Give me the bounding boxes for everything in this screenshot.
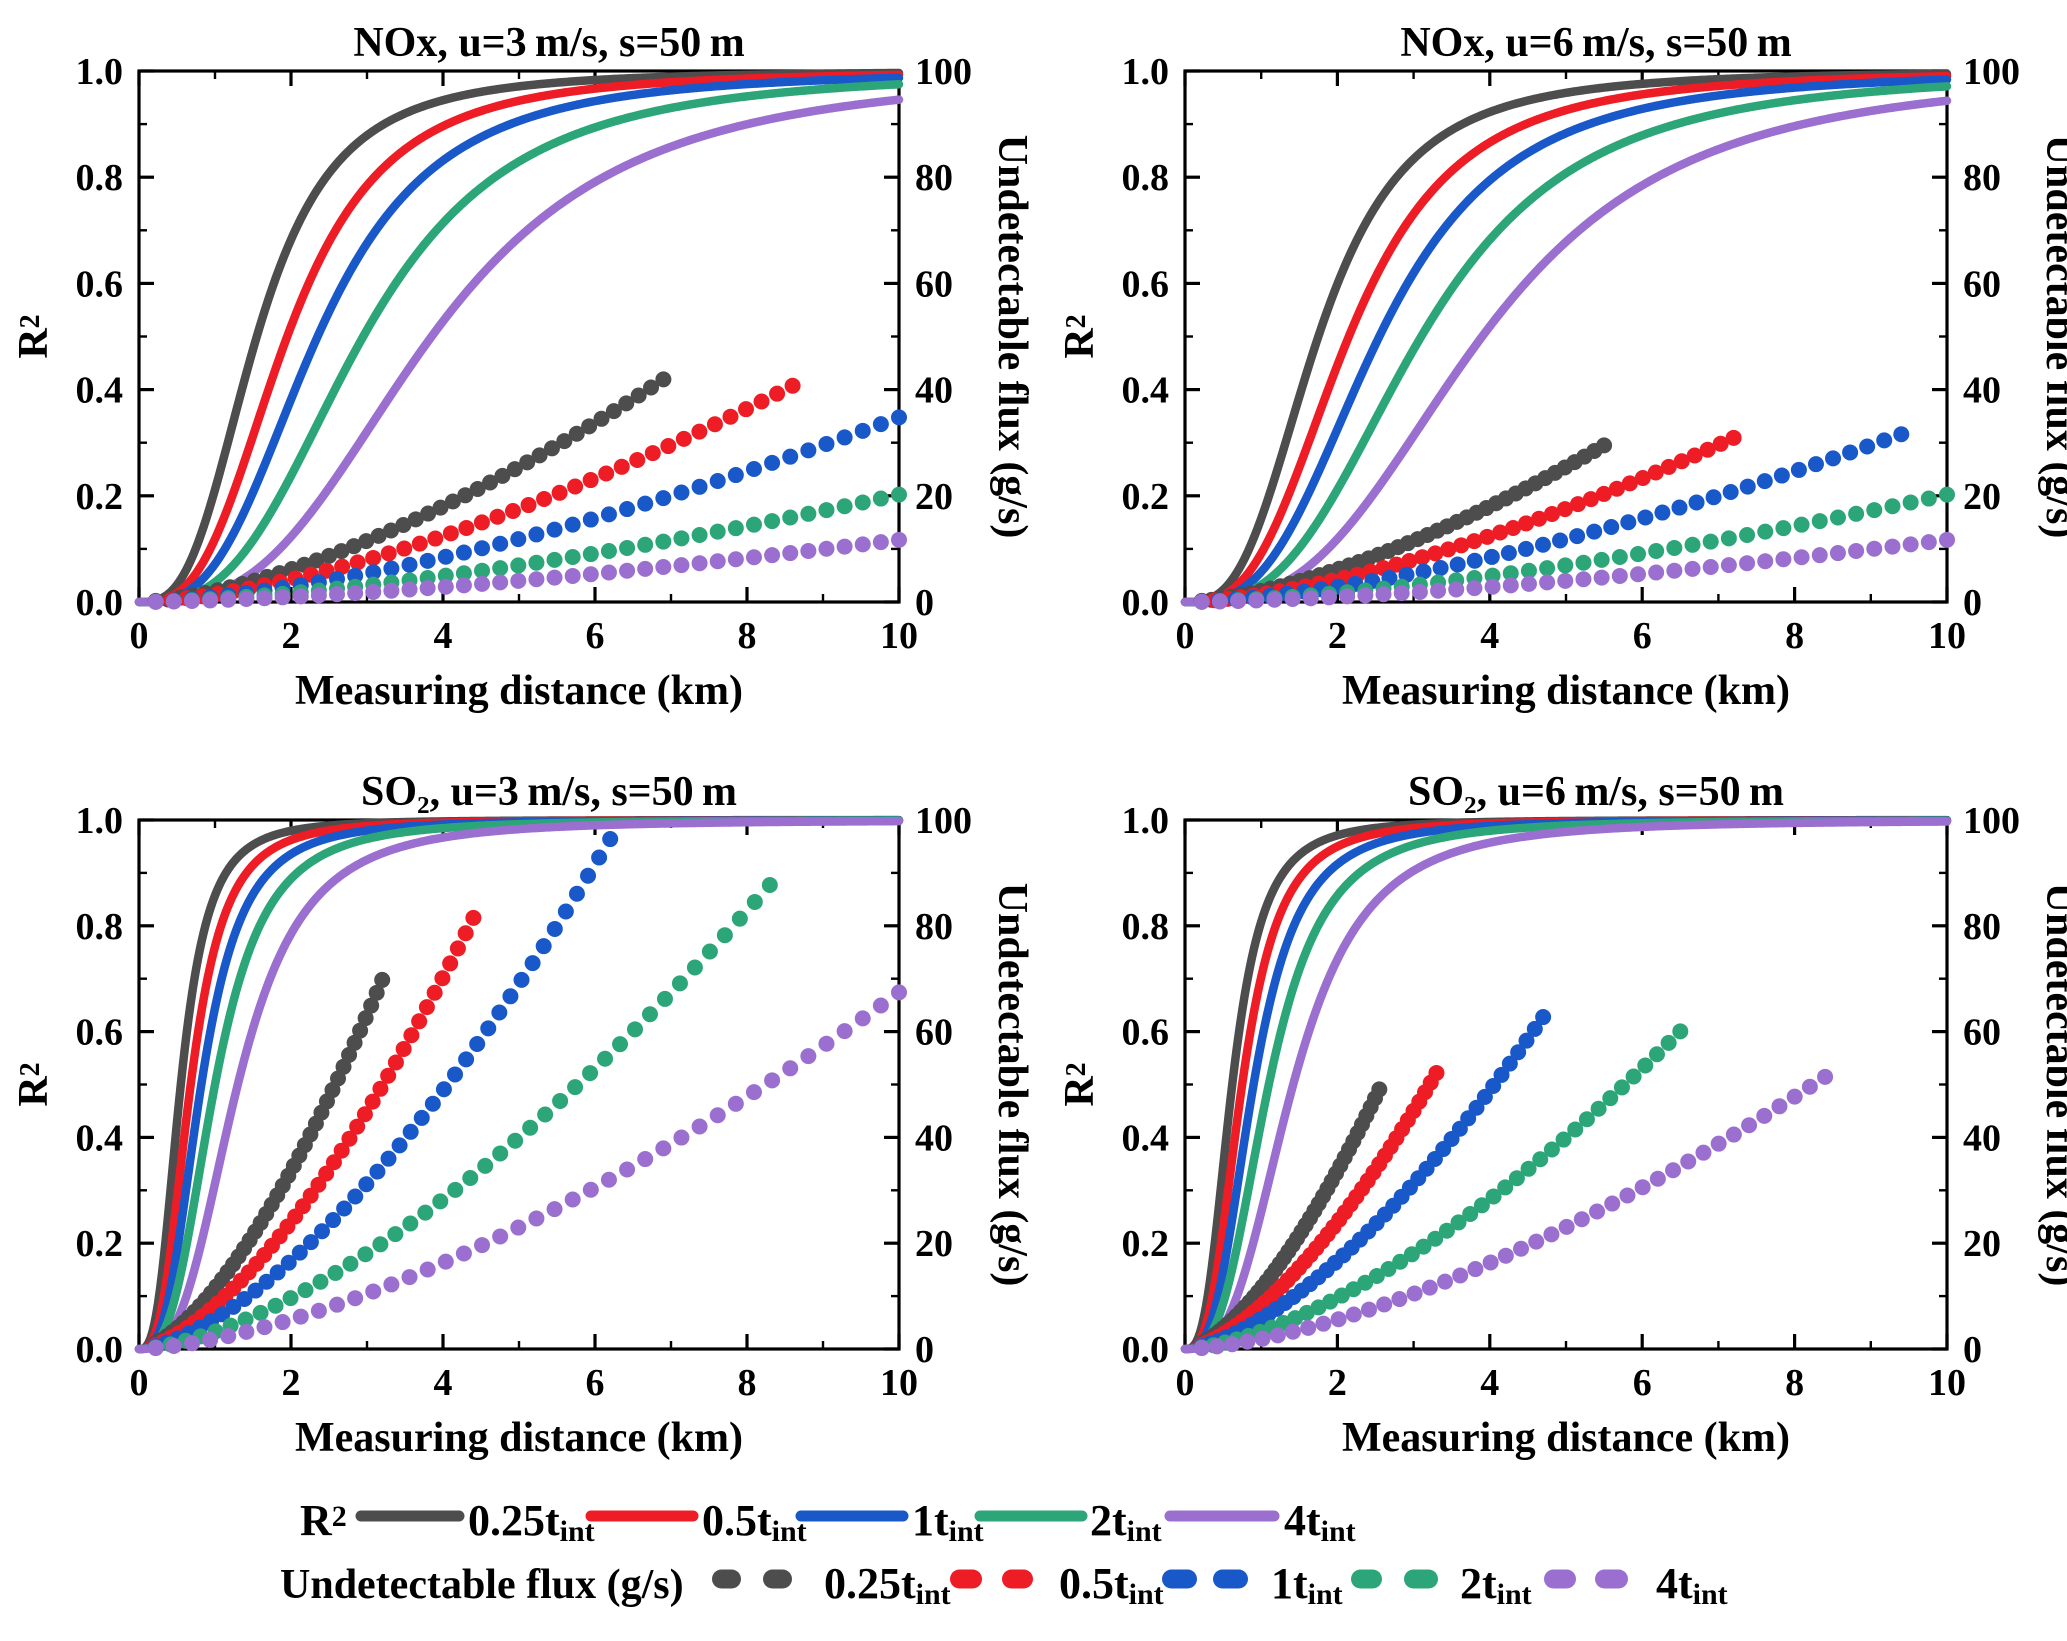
svg-text:0.8: 0.8 [1122, 906, 1170, 948]
svg-text:0.6: 0.6 [1122, 263, 1170, 305]
svg-text:2: 2 [282, 615, 301, 657]
svg-text:10: 10 [1928, 615, 1966, 657]
svg-text:4: 4 [434, 615, 453, 657]
svg-text:40: 40 [1963, 1117, 2001, 1159]
svg-text:6: 6 [586, 615, 605, 657]
svg-text:80: 80 [915, 906, 953, 948]
svg-text:0.4: 0.4 [1122, 1117, 1170, 1159]
svg-text:0.0: 0.0 [1122, 1329, 1170, 1371]
svg-text:NOx, u=3 m/s, s=50 m: NOx, u=3 m/s, s=50 m [353, 20, 744, 66]
svg-text:0.2: 0.2 [1122, 1223, 1170, 1265]
svg-text:1.0: 1.0 [76, 51, 124, 93]
svg-text:2: 2 [1328, 1362, 1347, 1404]
svg-text:1.0: 1.0 [1122, 800, 1170, 842]
svg-text:60: 60 [1963, 263, 2001, 305]
svg-text:0.6: 0.6 [76, 1012, 124, 1054]
svg-text:20: 20 [915, 476, 953, 518]
svg-text:0.2: 0.2 [76, 476, 124, 518]
svg-text:Measuring distance (km): Measuring distance (km) [295, 668, 743, 714]
svg-text:8: 8 [738, 1362, 757, 1404]
svg-text:0: 0 [915, 1329, 934, 1371]
svg-text:10: 10 [1928, 1362, 1966, 1404]
svg-text:0.2: 0.2 [1122, 476, 1170, 518]
svg-text:SO₂, u=3 m/s, s=50 m: SO₂, u=3 m/s, s=50 m [361, 769, 737, 815]
svg-text:80: 80 [1963, 906, 2001, 948]
svg-text:0.0: 0.0 [1122, 582, 1170, 624]
svg-text:100: 100 [1963, 51, 2020, 93]
svg-text:0.8: 0.8 [76, 157, 124, 199]
svg-text:20: 20 [1963, 476, 2001, 518]
svg-text:1.0: 1.0 [1122, 51, 1170, 93]
svg-text:Undetectable flux (g/s): Undetectable flux (g/s) [280, 1562, 684, 1608]
svg-text:8: 8 [1785, 1362, 1804, 1404]
svg-text:0.8: 0.8 [1122, 157, 1170, 199]
svg-text:60: 60 [1963, 1012, 2001, 1054]
svg-text:10: 10 [880, 1362, 918, 1404]
svg-text:Undetectable flux (g/s): Undetectable flux (g/s) [2037, 135, 2067, 539]
svg-text:40: 40 [1963, 370, 2001, 412]
svg-text:0: 0 [915, 582, 934, 624]
svg-text:2: 2 [282, 1362, 301, 1404]
svg-text:0.8: 0.8 [76, 906, 124, 948]
svg-text:6: 6 [1633, 615, 1652, 657]
svg-text:6: 6 [586, 1362, 605, 1404]
svg-text:0.6: 0.6 [1122, 1012, 1170, 1054]
svg-text:Measuring distance (km): Measuring distance (km) [295, 1415, 743, 1461]
svg-text:10: 10 [880, 615, 918, 657]
svg-text:20: 20 [1963, 1223, 2001, 1265]
svg-text:0.4: 0.4 [76, 370, 124, 412]
svg-text:100: 100 [915, 51, 972, 93]
svg-text:0: 0 [130, 615, 149, 657]
svg-text:NOx, u=6 m/s, s=50 m: NOx, u=6 m/s, s=50 m [1400, 20, 1791, 66]
svg-text:0.6: 0.6 [76, 263, 124, 305]
svg-text:60: 60 [915, 263, 953, 305]
svg-text:0.4: 0.4 [76, 1117, 124, 1159]
svg-text:Undetectable flux (g/s): Undetectable flux (g/s) [989, 883, 1035, 1287]
svg-text:4: 4 [1480, 615, 1499, 657]
svg-text:8: 8 [1785, 615, 1804, 657]
svg-text:Undetectable flux (g/s): Undetectable flux (g/s) [989, 135, 1035, 539]
svg-text:20: 20 [915, 1223, 953, 1265]
svg-text:0.0: 0.0 [76, 582, 124, 624]
svg-text:0: 0 [1176, 1362, 1195, 1404]
svg-text:SO₂, u=6 m/s, s=50 m: SO₂, u=6 m/s, s=50 m [1408, 769, 1784, 815]
svg-text:0: 0 [1176, 615, 1195, 657]
svg-text:80: 80 [915, 157, 953, 199]
svg-text:40: 40 [915, 370, 953, 412]
svg-text:0.4: 0.4 [1122, 370, 1170, 412]
svg-text:80: 80 [1963, 157, 2001, 199]
svg-text:0: 0 [1963, 582, 1982, 624]
svg-text:4: 4 [434, 1362, 453, 1404]
svg-text:Measuring distance (km): Measuring distance (km) [1342, 668, 1790, 714]
svg-text:1.0: 1.0 [76, 800, 124, 842]
svg-text:0: 0 [130, 1362, 149, 1404]
svg-text:100: 100 [915, 800, 972, 842]
svg-text:0: 0 [1963, 1329, 1982, 1371]
svg-text:4: 4 [1480, 1362, 1499, 1404]
svg-text:8: 8 [738, 615, 757, 657]
svg-text:0.2: 0.2 [76, 1223, 124, 1265]
svg-text:0.0: 0.0 [76, 1329, 124, 1371]
svg-text:6: 6 [1633, 1362, 1652, 1404]
svg-text:40: 40 [915, 1117, 953, 1159]
svg-text:60: 60 [915, 1012, 953, 1054]
svg-text:100: 100 [1963, 800, 2020, 842]
svg-text:Measuring distance (km): Measuring distance (km) [1342, 1415, 1790, 1461]
svg-text:2: 2 [1328, 615, 1347, 657]
svg-text:Undetectable flux (g/s): Undetectable flux (g/s) [2037, 883, 2067, 1287]
